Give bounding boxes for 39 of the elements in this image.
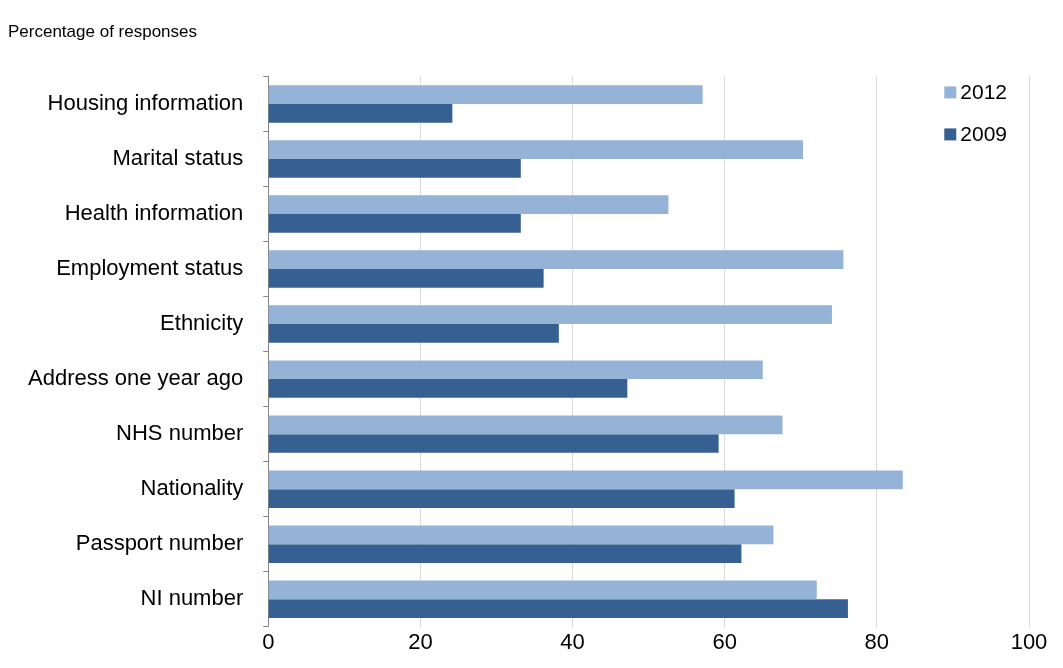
bar xyxy=(268,195,669,214)
bar xyxy=(268,544,742,563)
bar xyxy=(268,489,735,508)
bar xyxy=(268,360,763,380)
bar xyxy=(268,214,521,233)
bar xyxy=(268,434,719,453)
x-tick-label: 60 xyxy=(712,629,737,655)
bar xyxy=(268,269,544,288)
y-tick-label: Address one year ago xyxy=(27,365,244,391)
bar xyxy=(268,525,774,545)
text: Percentage of responses xyxy=(8,21,198,41)
y-tick-label: NI number xyxy=(140,585,244,611)
bar xyxy=(268,103,453,123)
y-tick-label: Passport number xyxy=(75,530,244,556)
bar xyxy=(268,580,817,600)
bar xyxy=(268,379,628,398)
y-tick-label: Marital status xyxy=(112,145,244,171)
bar xyxy=(268,599,848,618)
y-tick-label: Ethnicity xyxy=(160,310,244,336)
y-tick-label: NHS number xyxy=(116,420,244,446)
bar xyxy=(268,305,832,325)
x-tick-label: 20 xyxy=(408,629,433,655)
legend-label: 2009 xyxy=(960,122,1007,146)
bar xyxy=(268,470,903,490)
y-tick-label: Health information xyxy=(64,200,244,226)
bar xyxy=(268,85,703,104)
legend-label: 2012 xyxy=(960,80,1007,104)
bar xyxy=(268,415,783,435)
x-tick-label: 100 xyxy=(1010,629,1048,655)
y-tick-label: Nationality xyxy=(140,475,244,501)
x-tick-label: 80 xyxy=(864,629,890,655)
y-tick-label: Housing information xyxy=(47,89,244,115)
x-tick-label: 0 xyxy=(262,629,275,655)
bar xyxy=(268,324,559,343)
y-tick-label: Employment status xyxy=(56,255,244,281)
bar xyxy=(268,158,521,178)
bar xyxy=(268,140,804,159)
x-tick-label: 40 xyxy=(560,629,585,655)
bar xyxy=(268,250,844,270)
